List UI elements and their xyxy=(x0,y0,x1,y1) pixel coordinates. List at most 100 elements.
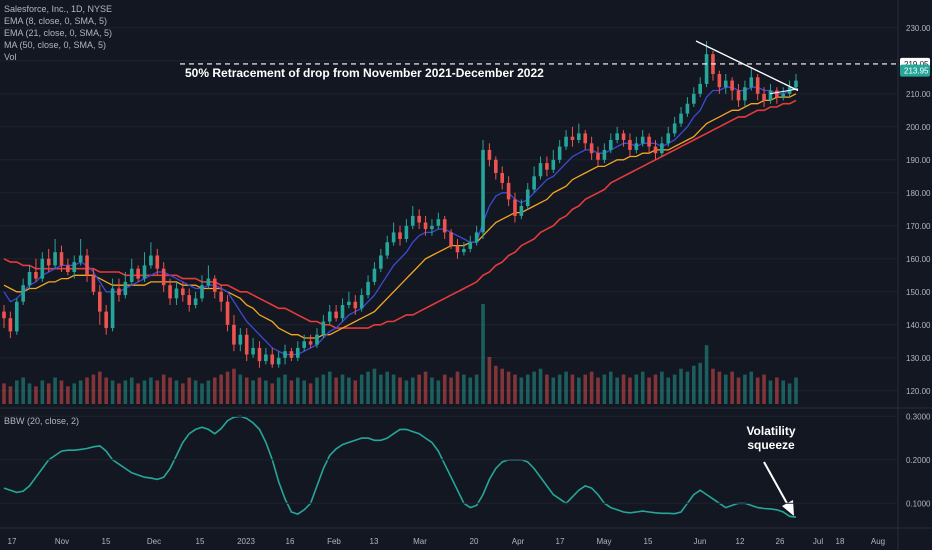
time-axis: 17 Nov 15 Dec 15 2023 16 Feb 13 Mar 20 Apr 17 May 15 Ju… xyxy=(8,537,886,546)
candle xyxy=(564,130,568,150)
candle xyxy=(755,74,760,101)
candle xyxy=(168,278,172,305)
volume-bar xyxy=(551,377,556,404)
bbw-tick-label: 0.1000 xyxy=(906,499,931,508)
candle-body xyxy=(762,93,766,101)
candle xyxy=(717,70,722,94)
candle xyxy=(85,248,89,282)
candle-body xyxy=(474,232,479,243)
candle-body xyxy=(181,288,185,296)
candle-body xyxy=(442,219,447,233)
candle-body xyxy=(321,321,326,335)
candle xyxy=(647,133,651,154)
candle xyxy=(545,156,549,177)
candle xyxy=(206,265,211,289)
candle xyxy=(436,212,441,230)
time-tick-label: 15 xyxy=(644,537,653,546)
candle-body xyxy=(583,133,588,144)
volume-bar xyxy=(468,377,473,404)
volume-bar xyxy=(743,374,747,404)
retracement-annotation: 50% Retracement of drop from November 20… xyxy=(185,66,544,80)
volume-bar xyxy=(379,374,383,404)
candle xyxy=(404,219,409,243)
time-tick-label: 18 xyxy=(836,537,845,546)
volume-bar xyxy=(455,371,460,404)
volume-bar xyxy=(8,386,13,404)
candle-body xyxy=(423,222,428,230)
candle-body xyxy=(455,245,460,253)
candle-body xyxy=(149,255,153,266)
time-tick-label: May xyxy=(596,537,611,546)
volume-bar xyxy=(545,374,549,404)
volume-bar xyxy=(660,371,664,404)
volume-bar xyxy=(110,380,115,404)
price-tick-label: 210.00 xyxy=(906,90,931,99)
candle xyxy=(264,347,268,365)
candle xyxy=(589,136,594,160)
volume-bar xyxy=(391,374,396,404)
candle-body xyxy=(200,285,204,299)
candle-body xyxy=(161,268,166,286)
candle xyxy=(34,258,38,282)
volume-bar xyxy=(14,380,19,404)
candle-body xyxy=(289,351,294,358)
candle xyxy=(334,305,338,322)
candle-body xyxy=(110,288,115,329)
candle-body xyxy=(487,149,492,160)
candle-body xyxy=(187,295,192,305)
volume-bar xyxy=(679,368,683,404)
volume-bar xyxy=(72,383,77,404)
volume-bar xyxy=(519,377,524,404)
candle-body xyxy=(538,163,543,177)
candle-body xyxy=(730,80,734,91)
volume-bar xyxy=(212,377,217,404)
candle xyxy=(155,248,160,276)
candle xyxy=(340,298,345,322)
candle xyxy=(474,225,479,246)
candle-body xyxy=(653,146,658,154)
price-tick-label: 160.00 xyxy=(906,255,931,264)
bbw-line xyxy=(3,415,797,518)
volume-bar xyxy=(442,374,447,404)
volume-bar xyxy=(270,383,275,404)
volume-bar xyxy=(449,377,453,404)
candle-body xyxy=(276,357,281,365)
candle xyxy=(14,298,19,335)
candle-body xyxy=(666,133,671,144)
volume-bar xyxy=(181,383,185,404)
volume-bar xyxy=(200,383,204,404)
candle-body xyxy=(238,334,243,345)
time-tick-label: Jun xyxy=(694,537,707,546)
candle-body xyxy=(672,123,677,134)
bbw-axis: 0.1000 0.2000 0.3000 xyxy=(0,412,931,508)
candle xyxy=(270,347,275,368)
candle-body xyxy=(557,146,562,160)
volume-bar xyxy=(327,371,332,404)
candle xyxy=(161,262,166,292)
volume-bar xyxy=(193,380,198,404)
candle xyxy=(149,242,153,269)
volume-bar xyxy=(749,371,754,404)
candle xyxy=(468,235,473,253)
volume-bar xyxy=(474,374,479,404)
volume-bar xyxy=(781,380,786,404)
candle-body xyxy=(634,143,639,150)
volume-bar xyxy=(168,377,172,404)
candle-body xyxy=(449,232,453,246)
volume-bar xyxy=(85,377,89,404)
volume-bar xyxy=(187,377,192,404)
volume-bar xyxy=(264,380,268,404)
candle-body xyxy=(570,136,575,140)
candle-body xyxy=(353,301,358,309)
volume-bar xyxy=(117,383,121,404)
candle-body xyxy=(736,90,741,101)
volume-bar xyxy=(404,380,409,404)
candle-body xyxy=(129,268,134,282)
candle-body xyxy=(14,301,19,332)
candle-body xyxy=(743,87,747,101)
price-tick-label: 180.00 xyxy=(906,189,931,198)
candle xyxy=(181,281,185,302)
volume-bar xyxy=(653,374,658,404)
volume-bar xyxy=(602,374,607,404)
